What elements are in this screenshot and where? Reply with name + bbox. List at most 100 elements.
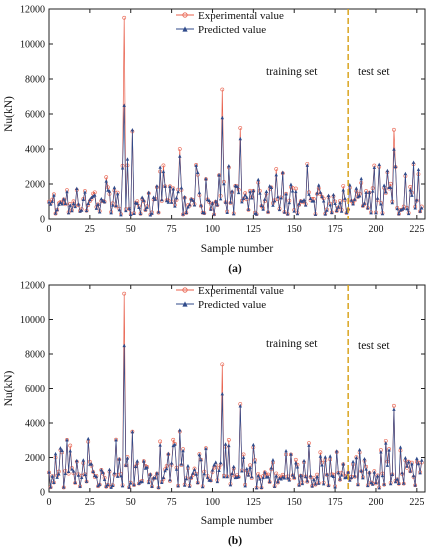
- data-point-predicted: [99, 196, 104, 201]
- data-point-predicted: [63, 201, 68, 206]
- data-point-experimental: [238, 126, 243, 130]
- y-tick-label: 0: [40, 488, 45, 499]
- data-point-predicted: [300, 481, 305, 486]
- data-point-predicted: [276, 479, 280, 484]
- data-point-predicted: [97, 210, 102, 214]
- data-point-predicted: [341, 461, 345, 466]
- data-point-predicted: [47, 200, 51, 204]
- data-point-predicted: [155, 471, 159, 475]
- data-point-predicted: [189, 475, 193, 479]
- y-tick-label: 4000: [25, 145, 45, 156]
- data-point-predicted: [325, 472, 329, 476]
- data-point-predicted: [55, 207, 59, 212]
- data-point-predicted: [272, 484, 277, 488]
- data-point-predicted: [117, 456, 121, 461]
- data-point-predicted: [184, 210, 189, 215]
- data-point-predicted: [392, 147, 396, 151]
- data-point-predicted: [94, 474, 99, 479]
- data-point-predicted: [416, 167, 421, 172]
- x-tick-label: 225: [409, 497, 424, 508]
- data-point-predicted: [321, 481, 326, 486]
- data-point-predicted: [238, 136, 242, 141]
- data-point-predicted: [411, 160, 416, 164]
- data-point-predicted: [290, 189, 295, 193]
- y-tick-label: 2000: [25, 180, 45, 191]
- data-point-predicted: [315, 191, 319, 195]
- data-point-predicted: [158, 443, 162, 447]
- data-point-predicted: [215, 479, 220, 484]
- data-point-predicted: [178, 428, 182, 432]
- data-point-predicted: [153, 197, 157, 201]
- data-point-predicted: [333, 485, 337, 489]
- data-point-experimental: [161, 163, 166, 168]
- data-point-predicted: [204, 446, 208, 451]
- data-point-predicted: [263, 197, 267, 201]
- y-tick-label: 2000: [25, 453, 45, 464]
- data-point-predicted: [418, 470, 422, 475]
- data-point-predicted: [393, 479, 398, 484]
- data-point-predicted: [356, 482, 360, 487]
- data-point-experimental: [122, 291, 127, 296]
- data-point-predicted: [158, 165, 162, 169]
- data-point-predicted: [338, 477, 342, 481]
- data-point-predicted: [232, 211, 236, 216]
- data-point-predicted: [398, 445, 403, 449]
- data-point-predicted: [225, 474, 229, 479]
- y-tick-label: 8000: [25, 75, 45, 86]
- data-point-predicted: [413, 483, 417, 487]
- data-point-predicted: [375, 196, 380, 200]
- data-point-predicted: [71, 469, 76, 473]
- data-point-predicted: [150, 484, 154, 488]
- data-point-predicted: [196, 170, 200, 174]
- annotation-test-set: test set: [358, 66, 390, 78]
- data-point-predicted: [236, 474, 241, 479]
- data-point-predicted: [112, 185, 117, 190]
- plot-frame: [48, 284, 426, 493]
- data-point-predicted: [166, 200, 171, 204]
- data-point-predicted: [187, 202, 192, 207]
- data-point-predicted: [248, 189, 252, 194]
- data-point-predicted: [156, 485, 161, 489]
- data-point-predicted: [142, 459, 146, 463]
- data-point-predicted: [253, 459, 257, 464]
- x-tick-label: 175: [328, 497, 343, 508]
- data-point-predicted: [258, 191, 262, 195]
- data-point-predicted: [292, 475, 296, 479]
- data-point-predicted: [76, 473, 81, 477]
- x-tick-label: 100: [205, 224, 220, 235]
- data-point-predicted: [50, 199, 54, 203]
- x-tick-label: 150: [287, 497, 302, 508]
- data-point-predicted: [354, 186, 359, 190]
- data-point-predicted: [331, 474, 336, 479]
- data-point-predicted: [81, 458, 86, 462]
- data-point-predicted: [408, 469, 412, 473]
- data-point-predicted: [272, 199, 277, 203]
- data-point-predicted: [308, 196, 313, 201]
- data-point-predicted: [271, 203, 275, 207]
- data-point-predicted: [73, 480, 77, 484]
- data-point-predicted: [132, 482, 136, 487]
- data-point-predicted: [344, 475, 349, 479]
- data-point-predicted: [161, 169, 166, 174]
- data-point-predicted: [217, 173, 221, 177]
- data-point-predicted: [312, 477, 316, 481]
- data-point-predicted: [303, 203, 308, 207]
- data-point-predicted: [269, 185, 274, 190]
- x-tick-label: 225: [409, 224, 424, 235]
- data-point-predicted: [351, 459, 355, 464]
- series-line-experimental: [48, 293, 423, 488]
- data-point-predicted: [266, 474, 270, 479]
- data-point-predicted: [106, 482, 110, 487]
- x-axis-label: Sample number: [201, 515, 274, 527]
- data-point-predicted: [406, 459, 411, 464]
- data-point-predicted: [73, 204, 77, 209]
- x-tick-label: 25: [85, 497, 95, 508]
- data-point-predicted: [271, 458, 275, 462]
- data-point-predicted: [366, 206, 370, 210]
- data-point-predicted: [349, 198, 354, 202]
- y-tick-label: 6000: [25, 384, 45, 395]
- data-point-predicted: [338, 200, 342, 205]
- data-point-predicted: [135, 459, 139, 463]
- data-point-predicted: [411, 473, 416, 478]
- data-point-predicted: [274, 473, 278, 478]
